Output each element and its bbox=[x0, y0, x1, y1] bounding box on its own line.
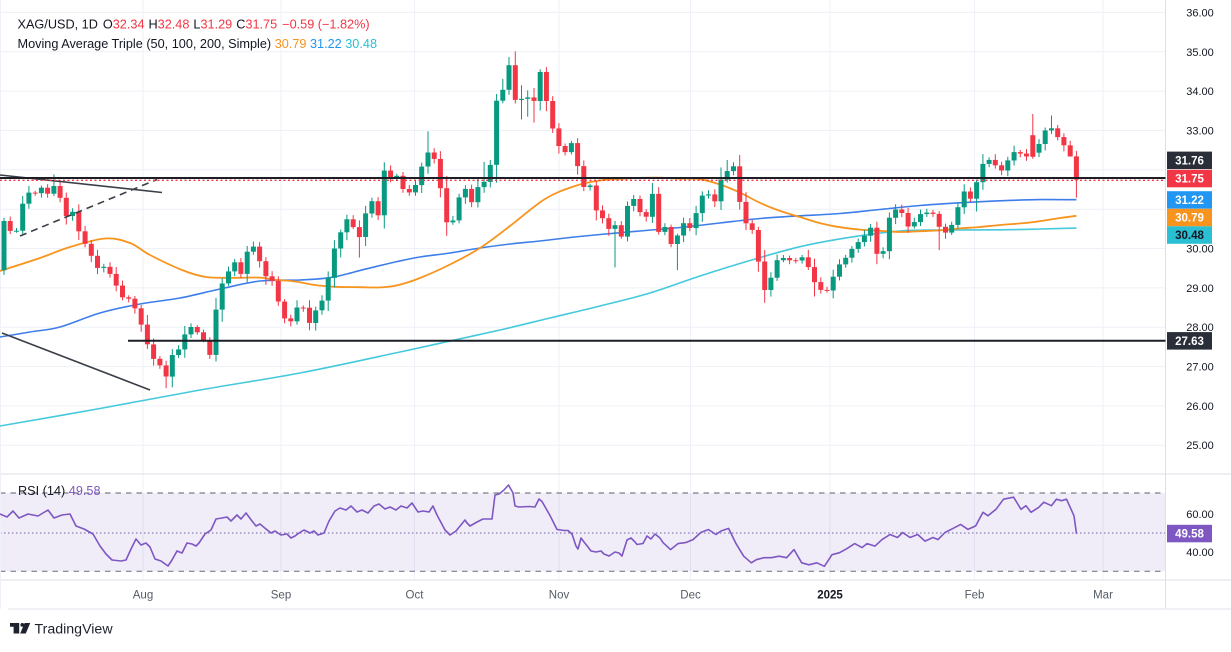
svg-text:30.79: 30.79 bbox=[1175, 213, 1204, 225]
svg-text:25.00: 25.00 bbox=[1186, 440, 1214, 452]
svg-text:60.00: 60.00 bbox=[1186, 509, 1214, 521]
svg-text:30.48: 30.48 bbox=[1175, 230, 1204, 242]
svg-text:29.00: 29.00 bbox=[1186, 283, 1214, 295]
svg-text:31.75: 31.75 bbox=[1175, 174, 1204, 186]
svg-text:Dec: Dec bbox=[680, 590, 701, 602]
svg-text:34.00: 34.00 bbox=[1186, 86, 1214, 98]
svg-text:TradingView: TradingView bbox=[35, 622, 114, 638]
svg-text:2025: 2025 bbox=[817, 590, 843, 602]
svg-text:27.63: 27.63 bbox=[1175, 336, 1204, 348]
svg-text:Moving Average Triple (50, 100: Moving Average Triple (50, 100, 200, Sim… bbox=[18, 37, 378, 51]
svg-text:Mar: Mar bbox=[1093, 590, 1113, 602]
svg-text:31.22: 31.22 bbox=[1175, 195, 1204, 207]
svg-text:Feb: Feb bbox=[965, 590, 985, 602]
svg-text:27.00: 27.00 bbox=[1186, 362, 1214, 374]
svg-text:RSI (14) 49.58: RSI (14) 49.58 bbox=[18, 484, 101, 498]
svg-text:28.00: 28.00 bbox=[1186, 322, 1214, 334]
svg-text:36.00: 36.00 bbox=[1186, 7, 1214, 19]
svg-text:Oct: Oct bbox=[406, 590, 425, 602]
svg-text:33.00: 33.00 bbox=[1186, 126, 1214, 138]
svg-text:35.00: 35.00 bbox=[1186, 47, 1214, 59]
svg-text:40.00: 40.00 bbox=[1186, 547, 1214, 559]
svg-text:49.58: 49.58 bbox=[1175, 529, 1204, 541]
svg-text:26.00: 26.00 bbox=[1186, 401, 1214, 413]
svg-text:Sep: Sep bbox=[271, 590, 291, 602]
svg-text:Aug: Aug bbox=[133, 590, 153, 602]
svg-text:30.00: 30.00 bbox=[1186, 244, 1214, 256]
svg-text:31.76: 31.76 bbox=[1175, 155, 1204, 167]
svg-text:Nov: Nov bbox=[549, 590, 570, 602]
